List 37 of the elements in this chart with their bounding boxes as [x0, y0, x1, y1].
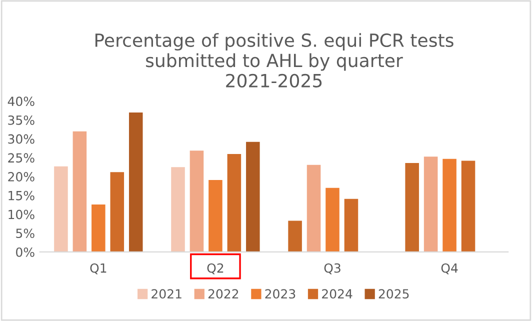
bar	[72, 130, 88, 252]
y-tick-label: 40%	[8, 96, 34, 106]
x-tick-label: Q2	[207, 263, 224, 274]
legend-label: 2024	[322, 289, 352, 299]
bar	[53, 166, 69, 252]
x-tick-label: Q4	[441, 263, 458, 274]
x-tick-label: Q3	[324, 263, 340, 274]
x-tick-label: Q1	[90, 263, 106, 274]
y-tick-label: 25%	[8, 153, 34, 163]
bar	[287, 220, 303, 252]
y-tick-label: 0%	[16, 247, 34, 257]
bar	[423, 156, 439, 252]
bar	[344, 198, 359, 252]
y-tick-label: 30%	[8, 134, 34, 144]
legend-label: 2025	[378, 289, 409, 299]
legend-label: 2022	[208, 289, 238, 299]
bar	[442, 158, 458, 252]
bar	[404, 162, 420, 252]
bar	[189, 150, 204, 252]
legend-label: 2023	[265, 289, 296, 299]
chart-title: Percentage of positive S. equi PCR tests submitted to AHL by quarter 2021-2025	[95, 33, 454, 88]
y-tick-label: 15%	[8, 190, 34, 200]
bar	[170, 166, 186, 252]
bar	[324, 187, 340, 252]
y-tick-label: 35%	[8, 115, 34, 125]
bar	[109, 171, 125, 252]
y-tick-label: 5%	[16, 228, 34, 238]
bar	[460, 160, 476, 252]
bar	[208, 179, 224, 252]
bar	[226, 153, 242, 252]
bar	[90, 204, 106, 252]
legend-label: 2021	[152, 289, 182, 299]
y-tick-label: 10%	[8, 210, 34, 220]
bar	[245, 141, 261, 252]
y-tick-label: 20%	[8, 172, 34, 182]
bar	[128, 112, 144, 252]
bar	[306, 164, 322, 252]
